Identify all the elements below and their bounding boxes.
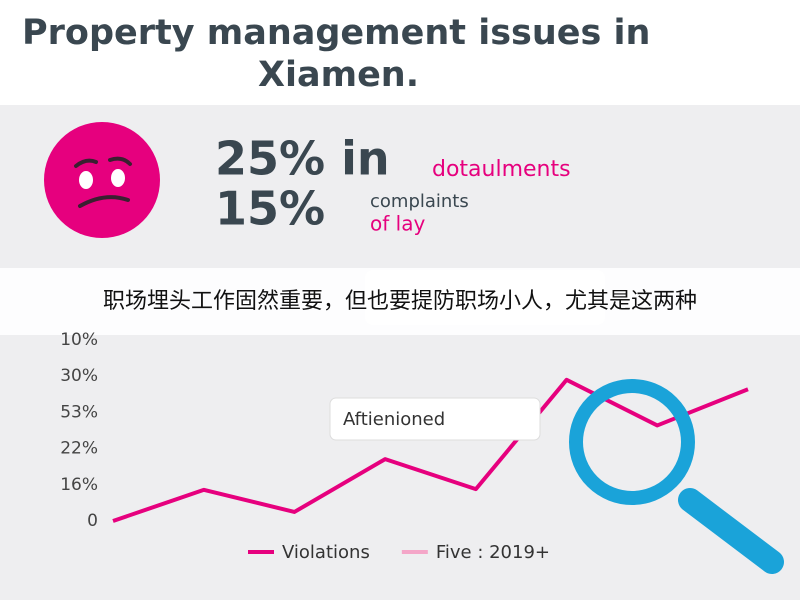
y-tick-label: 53% [60, 402, 98, 422]
title: Xiamen. [258, 55, 419, 95]
stat-label: dotaulments [432, 157, 571, 182]
y-tick-label: 22% [60, 439, 98, 459]
stat-big: 25% in [215, 132, 390, 186]
annotation-box [329, 397, 541, 441]
legend-label: Violations [282, 542, 370, 563]
magnifier [569, 379, 784, 574]
annotation: Aftienioned [343, 409, 445, 430]
sad-face [44, 122, 160, 238]
y-tick-label: 0 [87, 511, 98, 531]
banner [0, 268, 800, 335]
banner-text: 职场埋头工作固然重要，但也要提防职场小人，尤其是这两种 [103, 289, 697, 314]
stat-big: 15% [215, 182, 325, 236]
title: Property management issues in [22, 13, 650, 53]
stat-label: complaints [370, 191, 469, 212]
line [112, 377, 749, 523]
y-tick-label: 30% [60, 366, 98, 386]
legend-label: Five : 2019+ [436, 542, 550, 563]
y-tick-label: 10% [60, 330, 98, 350]
y-tick-label: 16% [60, 475, 98, 495]
stat-label: of lay [370, 212, 425, 236]
